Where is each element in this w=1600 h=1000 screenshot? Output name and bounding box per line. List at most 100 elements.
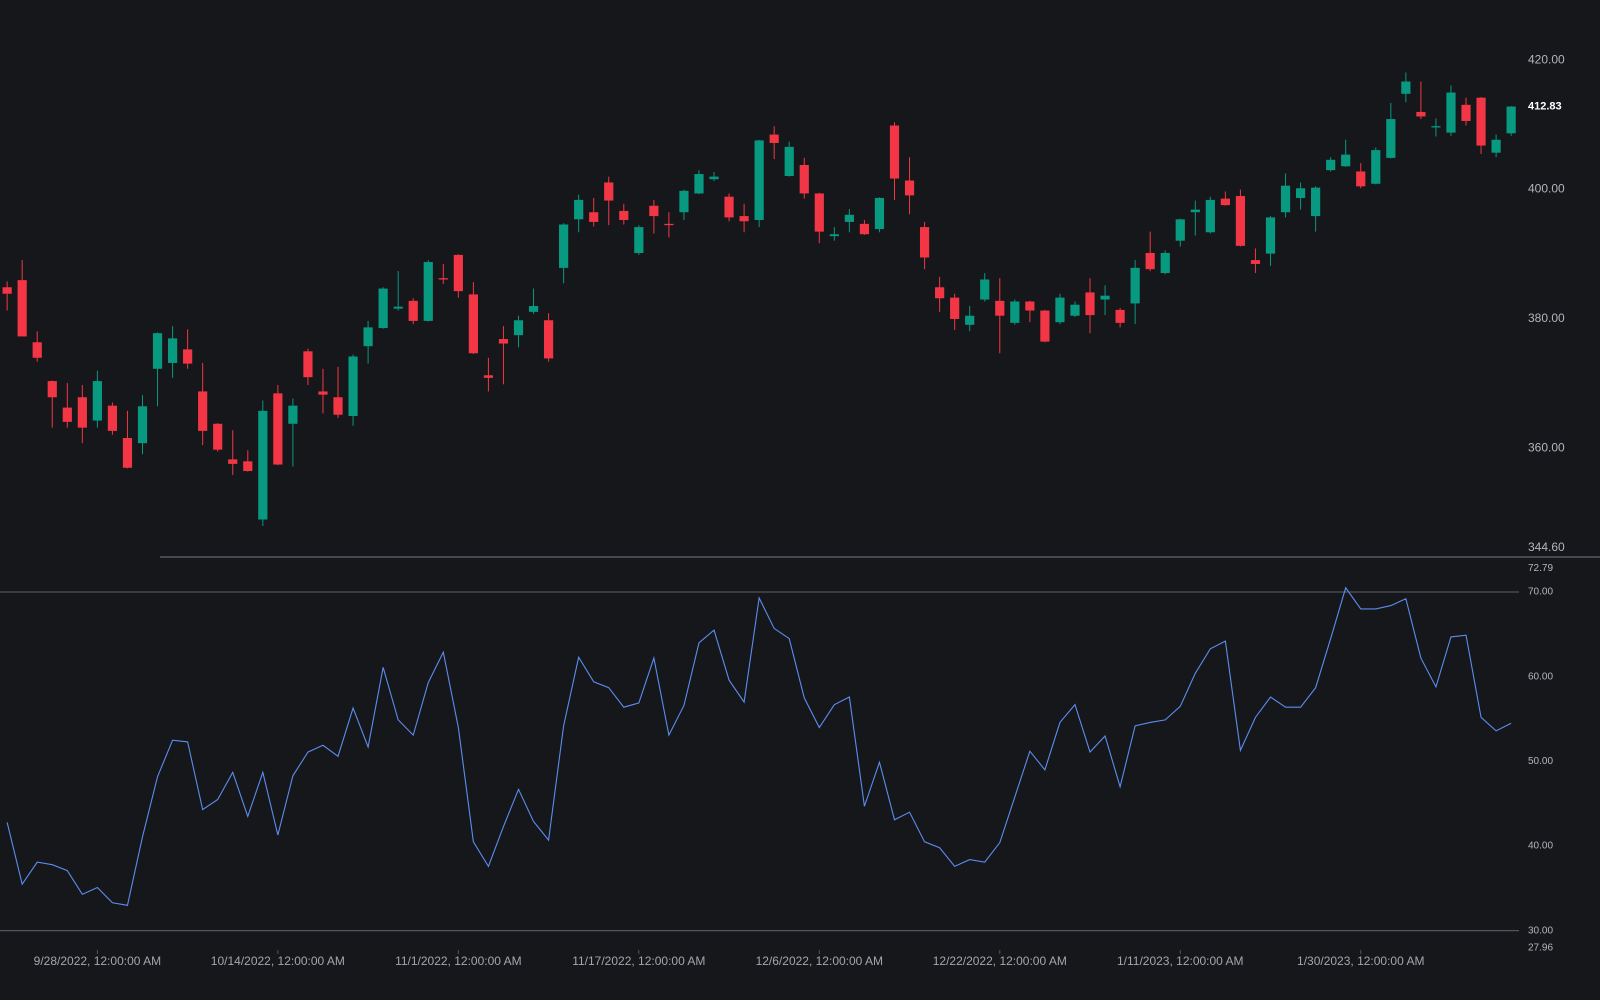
x-tick-label: 11/1/2022, 12:00:00 AM [395,954,522,968]
candle-body [2,287,12,294]
last-price-label: 412.83 [1528,100,1562,112]
candle-body [167,338,178,363]
candle-body [303,351,313,378]
candle-body [198,391,208,431]
candle-body [1356,171,1366,187]
candle-body [17,280,27,337]
candle-body [574,199,584,220]
x-tick-label: 12/22/2022, 12:00:00 AM [933,954,1067,968]
candle-body [1265,217,1276,254]
candle-body [559,224,569,268]
y-tick-label: 60.00 [1528,671,1553,682]
candle-body [1295,188,1306,198]
candle-body [664,223,674,226]
candle-body [1416,111,1426,117]
candle-body [589,212,599,222]
candle-body [1476,97,1486,146]
candle-body [754,140,764,220]
candle-body [1190,209,1200,213]
y-tick-label: 360.00 [1528,441,1565,455]
candle-body [694,174,704,194]
candle-body [228,459,238,464]
y-tick-label: 400.00 [1528,182,1565,196]
x-tick-label: 12/6/2022, 12:00:00 AM [756,954,883,968]
candle-body [1401,81,1411,94]
y-tick-label: 50.00 [1528,756,1553,767]
candle-body [709,176,719,180]
y-tick-label: 27.96 [1528,943,1553,954]
candle-body [904,180,915,196]
candle-body [1341,154,1351,167]
candle-body [468,294,478,354]
candle-body [1055,297,1065,323]
candle-body [1130,267,1140,304]
candle-body [243,461,253,472]
candle-body [649,205,659,217]
candle-body [137,406,148,444]
candle-body [769,134,779,143]
candle-body [152,333,163,369]
candle-body [1446,92,1456,133]
x-tick-label: 1/11/2023, 12:00:00 AM [1117,954,1244,968]
candle-body [1280,185,1291,213]
candle-body [604,182,614,201]
x-tick-label: 9/28/2022, 12:00:00 AM [34,954,161,968]
candle-body [483,375,494,378]
candle-body [393,306,403,309]
y-tick-label: 70.00 [1528,587,1553,598]
candle-body [378,288,388,329]
candle-body [543,320,554,359]
candle-body [32,342,42,358]
candle-body [333,397,343,415]
candle-body [935,287,945,299]
candle-body [1085,292,1095,316]
candle-body [1326,159,1336,171]
candle-body [258,410,268,520]
y-tick-label: 344.60 [1528,540,1565,554]
candle-body [1311,187,1321,217]
y-tick-label: 420.00 [1528,52,1565,66]
candle-body [1145,252,1155,270]
candle-body [1010,301,1020,323]
candle-body [363,327,373,347]
candle-body [348,356,358,417]
candle-body [1175,219,1185,241]
candle-body [1250,260,1261,264]
candle-body [408,300,418,321]
candle-body [1100,295,1110,300]
candle-body [724,196,734,218]
candle-body [995,300,1005,316]
candle-body [1235,196,1246,246]
candle-body [213,423,223,450]
candle-body [183,349,193,364]
candle-body [498,339,509,344]
candle-body [889,125,900,179]
candle-body [107,405,118,431]
candle-body [1491,139,1501,153]
candle-body [47,381,57,398]
candle-body [1371,150,1381,184]
candle-body [1070,304,1080,316]
candle-body [980,279,990,300]
x-tick-label: 1/30/2023, 12:00:00 AM [1297,954,1424,968]
candle-body [634,227,644,253]
candle-body [784,146,794,176]
y-tick-label: 380.00 [1528,311,1565,325]
candle-body [1040,310,1050,342]
rsi-line [6,586,1512,906]
x-tick-label: 11/17/2022, 12:00:00 AM [572,954,705,968]
x-tick-label: 10/14/2022, 12:00:00 AM [211,954,345,968]
candle-body [423,262,433,321]
candle-body [1506,106,1516,134]
y-tick-label: 40.00 [1528,841,1553,852]
candle-body [859,223,870,235]
candle-body [1025,301,1035,311]
candle-body [799,164,809,194]
candle-body [814,193,824,232]
candle-body [513,320,524,336]
candle-body [844,214,854,222]
candle-body [528,306,539,312]
